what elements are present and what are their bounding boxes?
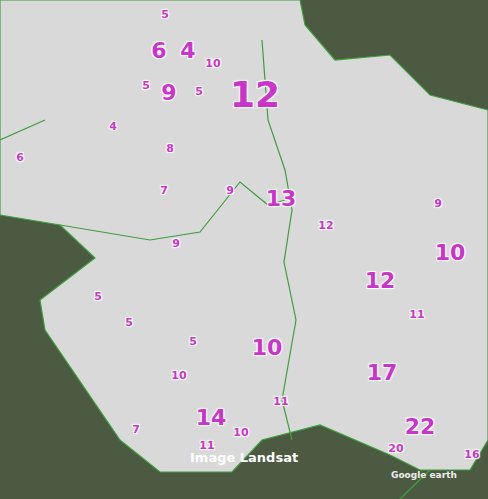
- svg-text:Image Landsat: Image Landsat: [190, 450, 298, 465]
- svg-text:22: 22: [405, 414, 436, 439]
- svg-text:9: 9: [161, 80, 176, 105]
- svg-text:17: 17: [367, 360, 398, 385]
- svg-text:5: 5: [195, 85, 203, 98]
- svg-text:14: 14: [196, 405, 227, 430]
- svg-text:12: 12: [365, 268, 396, 293]
- svg-text:13: 13: [266, 186, 297, 211]
- svg-text:16: 16: [464, 448, 480, 461]
- svg-text:9: 9: [226, 184, 234, 197]
- svg-text:10: 10: [435, 240, 466, 265]
- svg-text:5: 5: [125, 316, 133, 329]
- svg-text:5: 5: [142, 79, 150, 92]
- svg-text:5: 5: [94, 290, 102, 303]
- svg-text:Google earth: Google earth: [391, 470, 457, 480]
- svg-text:10: 10: [233, 426, 249, 439]
- svg-text:6: 6: [151, 38, 166, 63]
- svg-text:12: 12: [318, 219, 333, 232]
- svg-text:10: 10: [205, 57, 221, 70]
- svg-text:11: 11: [409, 308, 424, 321]
- svg-text:4: 4: [180, 38, 195, 63]
- svg-text:12: 12: [230, 74, 280, 115]
- svg-text:10: 10: [171, 369, 187, 382]
- svg-text:11: 11: [199, 439, 214, 452]
- svg-text:11: 11: [273, 395, 288, 408]
- svg-text:8: 8: [166, 142, 174, 155]
- svg-text:20: 20: [388, 442, 404, 455]
- svg-text:5: 5: [161, 8, 169, 21]
- svg-text:4: 4: [109, 120, 117, 133]
- svg-text:9: 9: [172, 237, 180, 250]
- svg-text:6: 6: [16, 151, 24, 164]
- svg-text:7: 7: [160, 184, 168, 197]
- svg-text:10: 10: [252, 335, 283, 360]
- svg-text:9: 9: [434, 197, 442, 210]
- svg-text:7: 7: [132, 423, 140, 436]
- svg-text:5: 5: [189, 335, 197, 348]
